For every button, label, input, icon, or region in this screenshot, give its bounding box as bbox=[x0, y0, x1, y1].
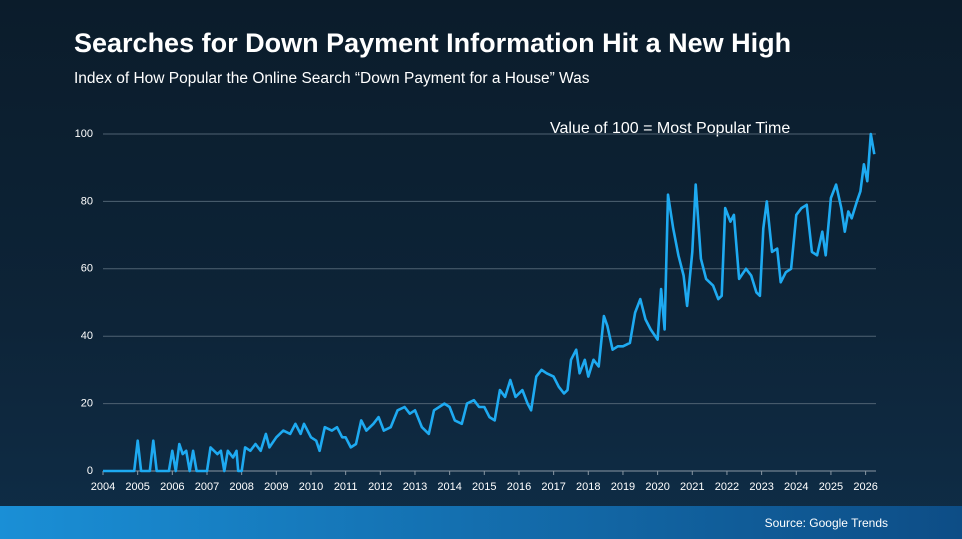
y-tick-label: 80 bbox=[81, 195, 93, 207]
x-tick-label: 2009 bbox=[264, 481, 288, 493]
x-tick-label: 2010 bbox=[299, 481, 323, 493]
x-tick-label: 2026 bbox=[853, 481, 877, 493]
x-tick-label: 2020 bbox=[645, 481, 669, 493]
x-tick-label: 2005 bbox=[125, 481, 149, 493]
footer-band bbox=[0, 506, 962, 539]
x-tick-label: 2011 bbox=[334, 481, 358, 493]
x-tick-label: 2017 bbox=[541, 481, 565, 493]
x-tick-label: 2018 bbox=[576, 481, 600, 493]
annotation: Value of 100 = Most Popular Time bbox=[550, 120, 790, 137]
x-tick-label: 2015 bbox=[472, 481, 496, 493]
x-tick-label: 2023 bbox=[749, 481, 773, 493]
x-tick-label: 2013 bbox=[403, 481, 427, 493]
source: Source: Google Trends bbox=[765, 516, 888, 530]
y-tick-label: 100 bbox=[75, 128, 93, 140]
chart-subtitle: Index of How Popular the Online Search “… bbox=[74, 70, 590, 87]
x-tick-label: 2016 bbox=[507, 481, 531, 493]
x-tick-label: 2007 bbox=[195, 481, 219, 493]
x-tick-label: 2022 bbox=[715, 481, 739, 493]
x-tick-label: 2021 bbox=[680, 481, 704, 493]
x-tick-label: 2012 bbox=[368, 481, 392, 493]
y-tick-label: 0 bbox=[87, 465, 93, 477]
x-tick-label: 2019 bbox=[611, 481, 635, 493]
chart-title: Searches for Down Payment Information Hi… bbox=[74, 28, 791, 58]
y-tick-label: 60 bbox=[81, 263, 93, 275]
x-tick-label: 2024 bbox=[784, 481, 808, 493]
data-line bbox=[103, 132, 876, 473]
x-tick-label: 2025 bbox=[819, 481, 843, 493]
x-tick-label: 2014 bbox=[437, 481, 461, 493]
x-tick-label: 2006 bbox=[160, 481, 184, 493]
x-tick-label: 2004 bbox=[91, 481, 115, 493]
y-tick-label: 20 bbox=[81, 398, 93, 410]
y-tick-label: 40 bbox=[81, 330, 93, 342]
x-tick-label: 2008 bbox=[229, 481, 253, 493]
